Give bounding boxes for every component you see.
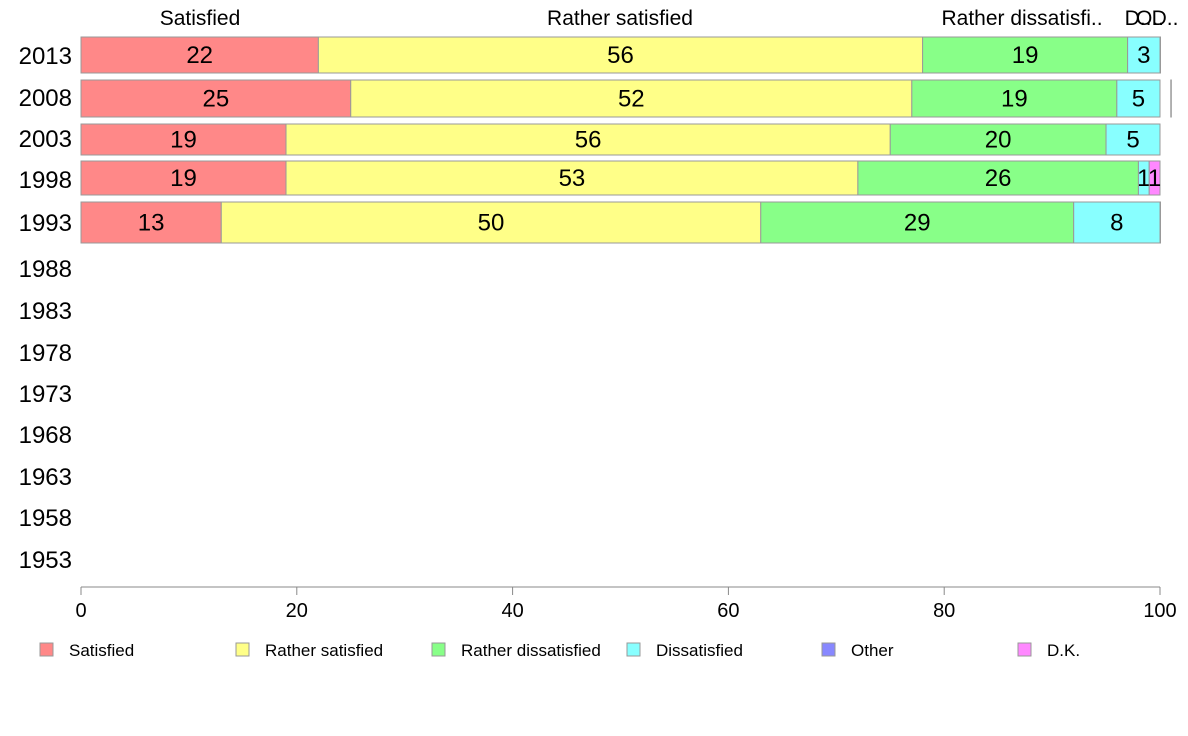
year-label: 1963 bbox=[19, 464, 72, 491]
bar-segment bbox=[285, 160, 859, 196]
legend-swatch bbox=[821, 642, 836, 657]
bar-value-label: 52 bbox=[618, 86, 645, 113]
legend-swatch bbox=[235, 642, 250, 657]
legend-swatch bbox=[39, 642, 54, 657]
legend-item: Dissatisfied bbox=[626, 641, 743, 660]
bar-value-label: 1 bbox=[1148, 165, 1161, 192]
year-label: 1978 bbox=[19, 340, 72, 367]
bar-value-label: 25 bbox=[203, 86, 230, 113]
bar-value-label: 53 bbox=[559, 165, 586, 192]
legend-label: Rather satisfied bbox=[265, 641, 383, 660]
top-category-label: Satisfied bbox=[160, 7, 241, 30]
bar-segment bbox=[1159, 36, 1161, 74]
bar-segment bbox=[1116, 79, 1161, 118]
top-category-label: D.. bbox=[1152, 7, 1179, 30]
legend-item: Other bbox=[821, 641, 894, 660]
legend-item: Rather dissatisfied bbox=[431, 641, 601, 660]
bar-value-label: 26 bbox=[985, 165, 1012, 192]
x-tick-label: 0 bbox=[75, 600, 86, 622]
legend-label: Dissatisfied bbox=[656, 641, 743, 660]
bar-segment bbox=[1148, 160, 1161, 196]
bar-segment bbox=[80, 79, 352, 118]
year-label: 1953 bbox=[19, 547, 72, 574]
legend: Satisfied Rather satisfied Rather dissatis… bbox=[39, 641, 1080, 660]
year-label: 1958 bbox=[19, 505, 72, 532]
year-label: 1998 bbox=[19, 167, 72, 194]
bar-value-label: 20 bbox=[985, 127, 1012, 154]
bar-row-2013: 22 56 19 3 bbox=[80, 36, 1161, 74]
x-tick-label: 100 bbox=[1143, 600, 1176, 622]
bar-value-label: 5 bbox=[1126, 127, 1139, 154]
legend-swatch bbox=[626, 642, 641, 657]
bar-segment bbox=[1127, 36, 1161, 74]
bar-row-2003: 19 56 20 5 bbox=[80, 123, 1161, 156]
legend-label: Satisfied bbox=[69, 641, 134, 660]
year-label: 2003 bbox=[19, 126, 72, 153]
bar-value-label: 29 bbox=[904, 210, 931, 237]
bar-value-label: 19 bbox=[170, 165, 197, 192]
bar-value-label: 5 bbox=[1132, 86, 1145, 113]
year-label: 2008 bbox=[19, 85, 72, 112]
x-tick-label: 80 bbox=[933, 600, 955, 622]
year-label: 1983 bbox=[19, 298, 72, 325]
bar-segment bbox=[80, 123, 287, 156]
year-axis-labels: 2013 2008 2003 1998 1993 1988 1983 1978 1973 1968… bbox=[19, 43, 72, 574]
top-category-label: Rather dissatisfi.. bbox=[941, 7, 1102, 30]
legend-item: Satisfied bbox=[39, 641, 134, 660]
bar-segment bbox=[350, 79, 913, 118]
bar-segment bbox=[1105, 123, 1161, 156]
bar-row-2008: 25 52 19 5 bbox=[80, 79, 1172, 118]
bar-segment bbox=[1073, 201, 1161, 244]
x-axis: 0 20 40 60 80 100 bbox=[75, 586, 1177, 622]
top-category-label: O.. bbox=[1136, 7, 1164, 30]
legend-item: D.K. bbox=[1017, 641, 1080, 660]
year-label: 1973 bbox=[19, 381, 72, 408]
top-category-label: Rather satisfied bbox=[547, 7, 693, 30]
bar-segment bbox=[889, 123, 1107, 156]
legend-swatch bbox=[431, 642, 446, 657]
bar-segment bbox=[857, 160, 1139, 196]
bar-value-label: 56 bbox=[575, 127, 602, 154]
bar-value-label: 3 bbox=[1137, 42, 1150, 69]
x-tick-label: 20 bbox=[286, 600, 308, 622]
year-label: 1988 bbox=[19, 256, 72, 283]
legend-item: Rather satisfied bbox=[235, 641, 383, 660]
top-category-labels: Satisfied Rather satisfied Rather dissatis… bbox=[160, 7, 1179, 30]
bar-value-label: 56 bbox=[607, 42, 634, 69]
bar-value-label: 13 bbox=[138, 210, 165, 237]
top-category-label: D.. bbox=[1125, 7, 1152, 30]
bar-row-1998: 19 53 26 11 bbox=[80, 160, 1161, 196]
bar-segment bbox=[911, 79, 1118, 118]
bar-segment bbox=[1159, 201, 1161, 244]
x-tick-label: 40 bbox=[501, 600, 523, 622]
bar-value-label: 19 bbox=[170, 127, 197, 154]
bar-value-label: 50 bbox=[478, 210, 505, 237]
bar-value-label: 22 bbox=[186, 42, 213, 69]
legend-label: Rather dissatisfied bbox=[461, 641, 601, 660]
bar-value-label: 8 bbox=[1110, 210, 1123, 237]
legend-label: D.K. bbox=[1047, 641, 1080, 660]
x-tick-label: 60 bbox=[717, 600, 739, 622]
bar-segment bbox=[1170, 79, 1172, 118]
legend-label: Other bbox=[851, 641, 894, 660]
bar-segment bbox=[80, 36, 319, 74]
bar-value-label: 1 bbox=[1137, 165, 1150, 192]
bar-segment bbox=[760, 201, 1075, 244]
bar-segment bbox=[220, 201, 762, 244]
bar-segment bbox=[922, 36, 1129, 74]
bar-segment bbox=[80, 160, 287, 196]
bar-value-label: 19 bbox=[1001, 86, 1028, 113]
bars-area: 22 56 19 3 25 52 19 5 19 56 20 5 19 53 26 11 13 50 29 8 bbox=[80, 36, 1172, 244]
year-label: 1993 bbox=[19, 210, 72, 237]
bar-value-label: 19 bbox=[1012, 42, 1039, 69]
bar-row-1993: 13 50 29 8 bbox=[80, 201, 1161, 244]
legend-swatch bbox=[1017, 642, 1032, 657]
year-label: 1968 bbox=[19, 422, 72, 449]
year-label: 2013 bbox=[19, 43, 72, 70]
